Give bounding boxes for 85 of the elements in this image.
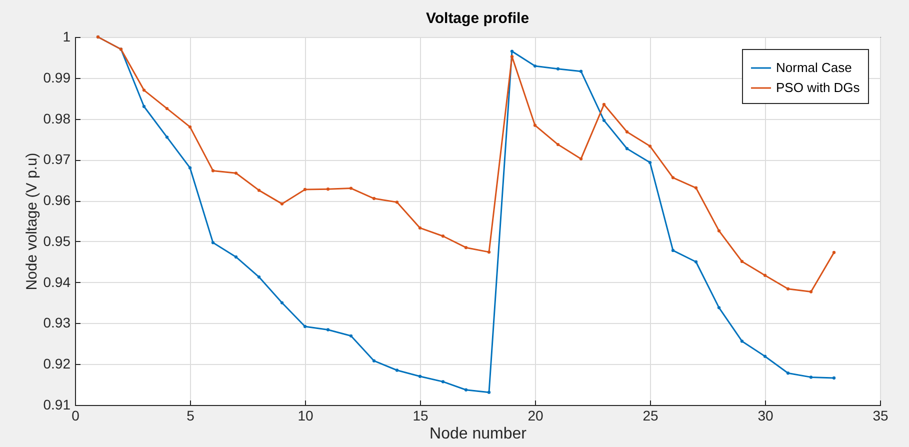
y-tick-label: 1 bbox=[62, 28, 71, 44]
chart-title: Voltage profile bbox=[426, 10, 530, 27]
point bbox=[464, 246, 468, 250]
x-tick-label: 25 bbox=[642, 408, 658, 424]
point bbox=[786, 372, 790, 375]
point bbox=[303, 324, 307, 328]
point bbox=[694, 186, 698, 190]
point bbox=[487, 390, 491, 394]
point bbox=[372, 359, 376, 362]
point bbox=[625, 130, 629, 134]
y-tick-label: 0.92 bbox=[43, 356, 71, 372]
point bbox=[832, 250, 836, 254]
y-axis-title: Node voltage (V p.u) bbox=[23, 152, 40, 290]
point bbox=[303, 188, 307, 192]
point bbox=[763, 274, 767, 277]
point bbox=[142, 88, 146, 92]
point bbox=[809, 290, 813, 294]
point bbox=[510, 50, 514, 53]
y-tick-label: 0.95 bbox=[43, 232, 71, 249]
point bbox=[786, 287, 790, 290]
point bbox=[349, 334, 353, 338]
point bbox=[602, 118, 606, 122]
point bbox=[441, 380, 445, 384]
point bbox=[533, 64, 537, 68]
x-axis-title: Node number bbox=[430, 426, 528, 442]
point bbox=[188, 166, 192, 170]
point bbox=[441, 234, 445, 238]
x-tick-label: 35 bbox=[872, 408, 888, 424]
y-tick-label: 0.91 bbox=[43, 396, 71, 412]
y-tick-label: 0.96 bbox=[43, 192, 71, 208]
legend-label: PSO with DGs bbox=[776, 80, 860, 95]
point bbox=[740, 340, 744, 343]
point bbox=[464, 388, 468, 392]
point bbox=[533, 124, 537, 127]
point bbox=[211, 241, 215, 244]
point bbox=[809, 376, 813, 379]
x-tick-label: 15 bbox=[412, 408, 428, 424]
point bbox=[257, 188, 261, 192]
point bbox=[740, 260, 744, 264]
x-tick-label: 20 bbox=[528, 408, 544, 424]
point bbox=[671, 176, 675, 180]
x-tick-label: 30 bbox=[758, 408, 774, 424]
x-tick-label: 10 bbox=[298, 408, 314, 424]
point bbox=[556, 142, 560, 146]
point bbox=[326, 188, 330, 191]
legend-label: Normal Case bbox=[776, 60, 852, 75]
point bbox=[234, 172, 238, 175]
point bbox=[326, 328, 330, 332]
point bbox=[556, 67, 560, 70]
point bbox=[165, 106, 169, 110]
point bbox=[372, 196, 376, 200]
point bbox=[280, 202, 284, 206]
point bbox=[579, 157, 583, 160]
y-tick-label: 0.97 bbox=[43, 151, 71, 168]
y-tick-label: 0.94 bbox=[43, 274, 71, 290]
point bbox=[763, 354, 767, 358]
point bbox=[671, 248, 675, 252]
point bbox=[188, 125, 192, 129]
point bbox=[717, 229, 721, 232]
y-tick-label: 0.99 bbox=[43, 69, 71, 86]
x-tick-label: 5 bbox=[186, 408, 195, 424]
point bbox=[395, 368, 399, 372]
point bbox=[257, 275, 261, 279]
point bbox=[142, 104, 146, 108]
point bbox=[234, 255, 238, 259]
point bbox=[211, 169, 215, 172]
point bbox=[349, 186, 353, 190]
y-tick-label: 0.93 bbox=[43, 314, 71, 331]
point bbox=[280, 301, 284, 304]
point bbox=[165, 136, 169, 139]
point bbox=[832, 376, 836, 380]
point bbox=[694, 260, 698, 264]
point bbox=[418, 374, 422, 378]
point bbox=[602, 102, 606, 106]
point bbox=[510, 55, 514, 58]
y-tick-label: 0.98 bbox=[43, 110, 71, 126]
point bbox=[625, 147, 629, 150]
point bbox=[395, 200, 399, 204]
point bbox=[579, 70, 583, 73]
point bbox=[648, 144, 652, 148]
point bbox=[717, 306, 721, 310]
point bbox=[487, 250, 491, 254]
point bbox=[648, 160, 652, 164]
point bbox=[418, 226, 422, 230]
x-tick-label: 0 bbox=[72, 408, 80, 424]
